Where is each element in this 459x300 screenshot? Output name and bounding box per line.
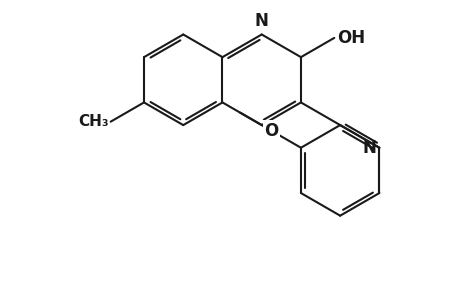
Text: O: O xyxy=(264,122,278,140)
Text: OH: OH xyxy=(337,29,365,47)
Text: N: N xyxy=(254,12,268,30)
Text: CH₃: CH₃ xyxy=(78,114,108,129)
Text: N: N xyxy=(362,139,375,157)
